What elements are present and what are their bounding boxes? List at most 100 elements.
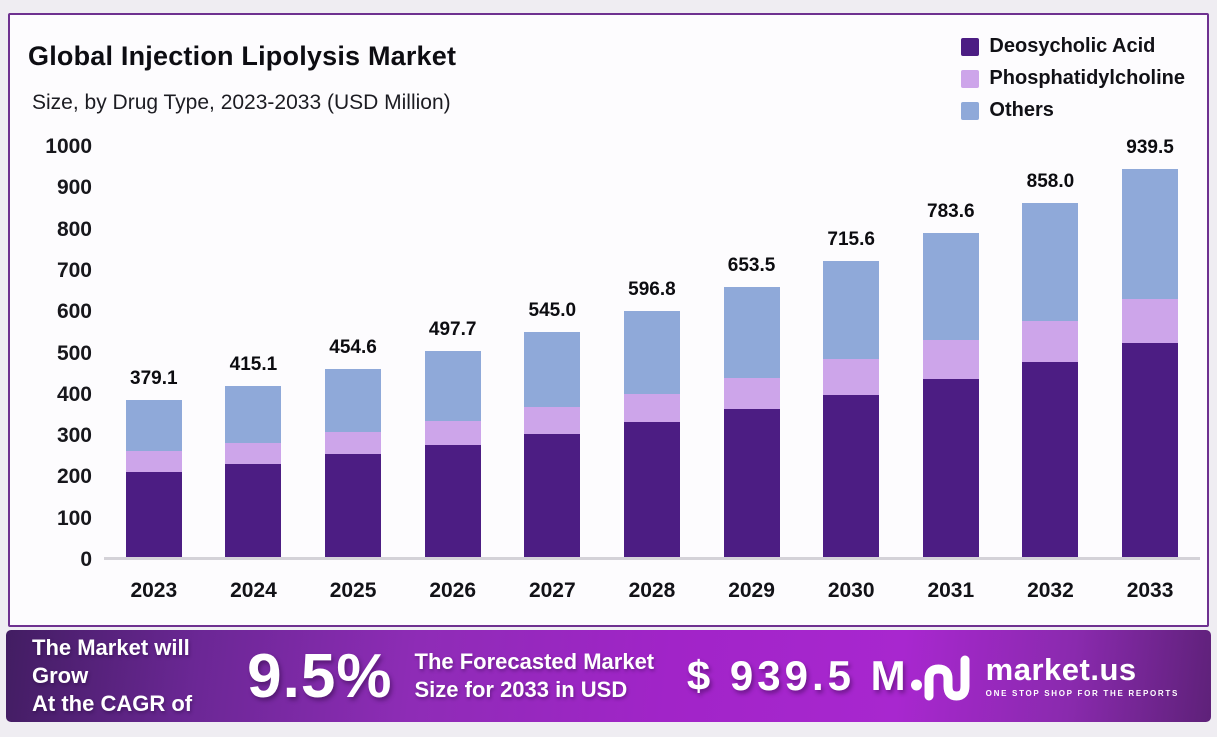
bar-segment-others	[325, 369, 382, 432]
bar-segment-others	[823, 261, 880, 360]
x-axis-label: 2028	[628, 579, 676, 602]
bar-stack	[424, 351, 481, 557]
bar-stack	[125, 400, 182, 557]
x-axis-label: 2033	[1126, 579, 1174, 602]
y-tick-label: 300	[56, 424, 92, 448]
x-axis-label: 2029	[728, 579, 775, 602]
bar-column: 858.0 2032	[1019, 147, 1081, 602]
bar-segment-others	[623, 310, 680, 394]
bar-segment-phosphatidylcholine	[823, 359, 880, 395]
bar-column: 415.1 2024	[222, 147, 284, 602]
brand-text: market.us ONE STOP SHOP FOR THE REPORTS	[986, 654, 1179, 698]
bar-segment-others	[723, 287, 780, 379]
banner-growth-line2: At the CAGR of	[32, 690, 193, 716]
bar-segment-deosycholic-acid	[524, 433, 581, 557]
bar-segment-phosphatidylcholine	[1122, 299, 1179, 343]
brand-tagline: ONE STOP SHOP FOR THE REPORTS	[985, 689, 1179, 698]
x-axis-label: 2027	[528, 579, 576, 602]
bar-segment-phosphatidylcholine	[1022, 321, 1079, 363]
bar-column: 653.5 2029	[721, 147, 783, 602]
bar-segment-deosycholic-acid	[1022, 362, 1079, 557]
bar-segment-others	[524, 331, 581, 408]
brand-logo: market.us ONE STOP SHOP FOR THE REPORTS	[910, 651, 1185, 701]
chart-subtitle: Size, by Drug Type, 2023-2033 (USD Milli…	[32, 91, 451, 114]
bar-segment-phosphatidylcholine	[922, 340, 979, 379]
bar-stack	[922, 233, 979, 557]
bar-segment-others	[424, 351, 481, 421]
bar-total-label: 715.6	[827, 229, 875, 251]
y-tick-label: 200	[56, 465, 92, 489]
bar-segment-phosphatidylcholine	[125, 450, 182, 473]
bar-segment-deosycholic-acid	[325, 453, 382, 557]
bar-segment-phosphatidylcholine	[524, 407, 581, 434]
bar-total-label: 596.8	[628, 278, 676, 300]
bar-column: 379.1 2023	[123, 147, 185, 602]
bar-column: 596.8 2028	[621, 147, 683, 602]
bar-segment-phosphatidylcholine	[225, 442, 282, 465]
bar-total-label: 783.6	[927, 201, 975, 223]
bar-total-label: 454.6	[329, 337, 377, 359]
bar-column: 497.7 2026	[422, 147, 484, 602]
y-tick-label: 500	[56, 341, 92, 365]
bar-segment-others	[125, 400, 182, 451]
cagr-value: 9.5%	[247, 641, 393, 711]
y-tick-label: 700	[56, 258, 92, 282]
legend: Deosycholic Acid Phosphatidylcholine Other…	[961, 35, 1185, 122]
bar-segment-deosycholic-acid	[922, 378, 979, 557]
forecast-amount: $ 939.5 M	[686, 652, 910, 699]
bar-column: 454.6 2025	[322, 147, 384, 602]
bar-segment-phosphatidylcholine	[723, 378, 780, 409]
bar-segment-others	[1022, 202, 1079, 322]
y-tick-label: 100	[56, 506, 92, 530]
x-axis-label: 2024	[230, 579, 277, 602]
bar-stack	[723, 287, 780, 557]
legend-label: Phosphatidylcholine	[989, 67, 1185, 89]
bar-stack	[325, 369, 382, 557]
y-axis: 0 100 200 300 400 500 600 700 800 900 1000	[22, 136, 92, 571]
plot-area: 379.1 2023 415.1 2024 454.6 2025 497.7 2026 545.…	[104, 137, 1200, 602]
bar-segment-deosycholic-acid	[424, 444, 481, 557]
banner-growth-line1: The Market will Grow	[32, 635, 190, 689]
bar-column: 715.6 2030	[820, 147, 882, 602]
legend-swatch-icon	[961, 101, 980, 120]
x-axis-label: 2023	[130, 579, 178, 602]
y-tick-label: 800	[56, 217, 92, 241]
bar-segment-deosycholic-acid	[125, 472, 182, 557]
bar-segment-deosycholic-acid	[225, 464, 282, 557]
legend-item: Others	[961, 99, 1185, 122]
x-axis-label: 2026	[429, 579, 477, 602]
bar-column: 545.0 2027	[521, 147, 583, 602]
x-axis-label: 2025	[329, 579, 377, 602]
x-axis-label: 2032	[1027, 579, 1074, 602]
banner-forecast-line2: Size for 2033 in USD	[414, 677, 628, 702]
legend-swatch-icon	[961, 37, 980, 56]
bar-segment-phosphatidylcholine	[424, 420, 481, 445]
bar-total-label: 415.1	[229, 353, 278, 375]
bar-total-label: 653.5	[727, 255, 776, 277]
bar-segment-others	[225, 385, 282, 443]
bar-stack	[823, 261, 880, 557]
banner-forecast-text: The Forecasted Market Size for 2033 in U…	[415, 648, 661, 704]
bar-total-label: 497.7	[428, 319, 477, 341]
banner-forecast-line1: The Forecasted Market	[414, 649, 655, 675]
bar-segment-phosphatidylcholine	[623, 393, 680, 422]
bar-stack	[623, 310, 680, 557]
legend-label: Deosycholic Acid	[989, 35, 1156, 57]
bar-total-label: 858.0	[1026, 170, 1075, 192]
bar-total-label: 939.5	[1126, 137, 1174, 158]
bar-segment-deosycholic-acid	[723, 408, 780, 557]
bar-stack	[1122, 169, 1179, 557]
banner-growth-text: The Market will Grow At the CAGR of	[32, 634, 247, 718]
bar-stack	[524, 331, 581, 557]
legend-label: Others	[989, 99, 1054, 121]
x-axis-label: 2031	[927, 579, 975, 602]
chart-title: Global Injection Lipolysis Market	[28, 41, 457, 71]
bar-segment-others	[1122, 169, 1179, 300]
bar-total-label: 379.1	[130, 368, 178, 390]
x-axis-label: 2030	[827, 579, 875, 602]
bar-segment-deosycholic-acid	[823, 394, 880, 557]
y-tick-label: 600	[56, 300, 92, 324]
brand-name: market.us	[985, 652, 1137, 687]
bar-column: 939.5 2033	[1119, 137, 1181, 602]
legend-swatch-icon	[961, 69, 980, 88]
